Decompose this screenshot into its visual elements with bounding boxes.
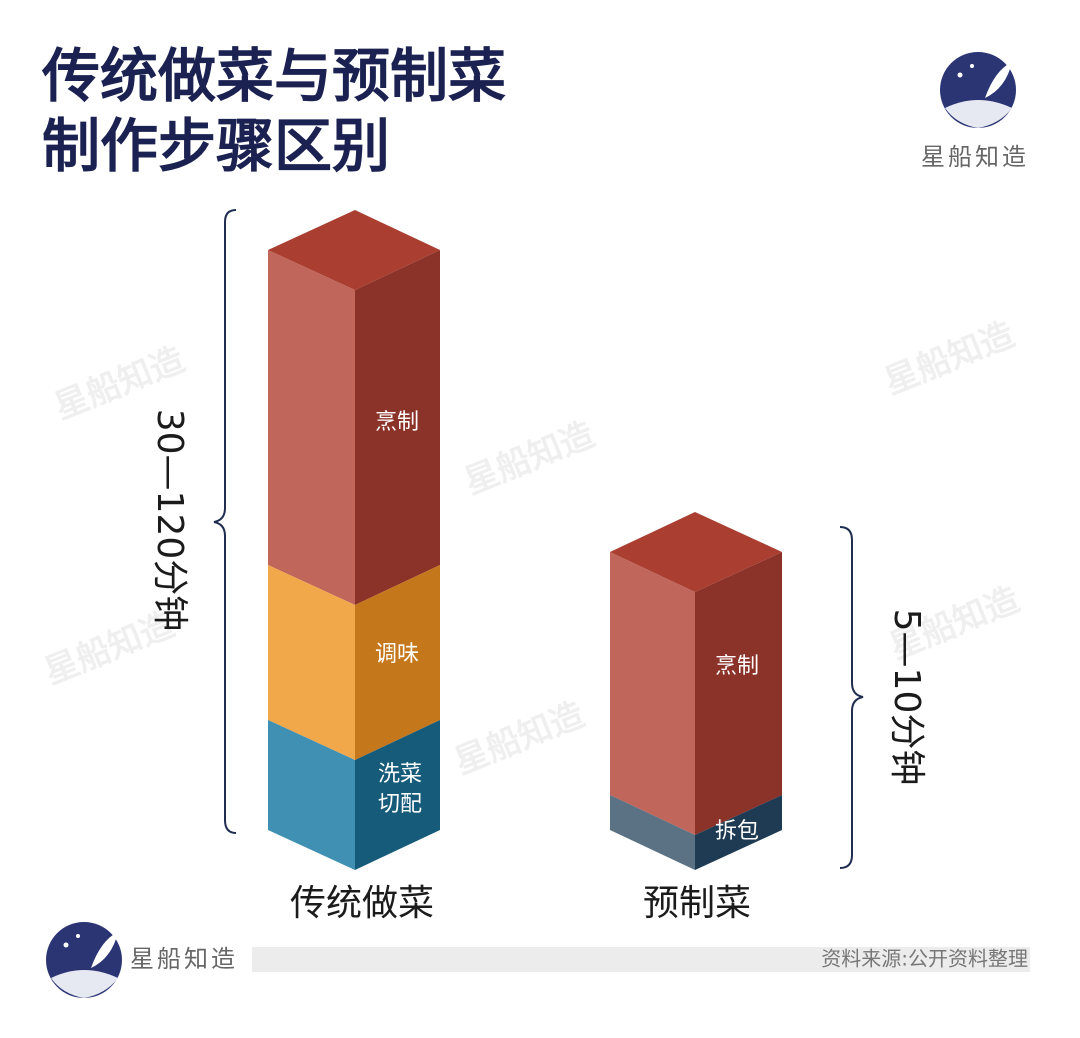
- watermark: 星船知造: [449, 695, 590, 783]
- brace: [839, 526, 864, 869]
- face: [610, 512, 782, 592]
- face: [268, 565, 355, 760]
- watermark: 星船知造: [459, 415, 600, 503]
- brace: [213, 209, 237, 834]
- logo: [46, 922, 122, 998]
- column-label: 预制菜: [643, 883, 751, 924]
- step-label: 切配: [378, 792, 422, 817]
- duration: 30—120分钟: [149, 409, 190, 632]
- face: [695, 552, 782, 835]
- face: [355, 250, 440, 605]
- footer-bar: [252, 947, 1030, 972]
- brand: 星船知造: [921, 143, 1029, 171]
- face: [610, 795, 695, 870]
- step-label: 拆包: [715, 819, 759, 844]
- source: 资料来源:公开资料整理: [821, 947, 1028, 971]
- title-line: 制作步骤区别: [42, 112, 390, 180]
- face: [268, 720, 355, 870]
- face: [610, 552, 695, 835]
- face: [268, 250, 355, 605]
- face: [355, 565, 440, 760]
- logo: [940, 52, 1016, 128]
- face: [268, 210, 440, 290]
- step-label: 调味: [375, 642, 419, 667]
- column-label: 传统做菜: [290, 883, 434, 924]
- step-label: 烹制: [715, 654, 759, 679]
- column-traditional: 烹制 调味 洗菜 切配: [268, 210, 440, 870]
- duration: 5—10分钟: [886, 609, 927, 786]
- step-label: 烹制: [375, 410, 419, 435]
- title-line: 传统做菜与预制菜: [41, 42, 506, 110]
- watermark: 星船知造: [879, 315, 1020, 403]
- column-prepared: 烹制 拆包: [610, 512, 782, 870]
- face: [355, 720, 440, 870]
- brand: 星船知造: [130, 945, 238, 973]
- step-label: 洗菜: [378, 762, 422, 787]
- face: [695, 795, 782, 870]
